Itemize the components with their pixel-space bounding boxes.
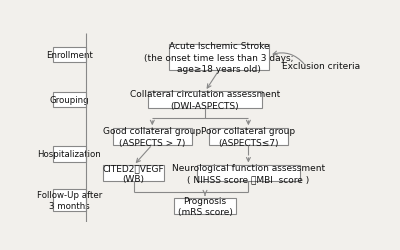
FancyBboxPatch shape — [53, 189, 86, 212]
FancyBboxPatch shape — [53, 47, 86, 63]
FancyBboxPatch shape — [168, 45, 269, 71]
Text: Neurological function assessment
( NIHSS score 、MBI  score ): Neurological function assessment ( NIHSS… — [172, 163, 325, 184]
FancyBboxPatch shape — [174, 198, 236, 214]
Text: Follow-Up after
3 months: Follow-Up after 3 months — [37, 190, 102, 210]
Text: Poor collateral group
(ASPECTS≤7): Poor collateral group (ASPECTS≤7) — [201, 127, 296, 147]
Text: Exclusion criteria: Exclusion criteria — [282, 62, 360, 71]
Text: Collateral circulation assessment
(DWI-ASPECTS): Collateral circulation assessment (DWI-A… — [130, 90, 280, 110]
FancyBboxPatch shape — [197, 166, 300, 181]
Text: Grouping: Grouping — [50, 96, 89, 105]
Text: Good collateral group
(ASPECTS > 7): Good collateral group (ASPECTS > 7) — [103, 127, 201, 147]
Text: Prognosis
(mRS score): Prognosis (mRS score) — [178, 196, 232, 216]
Text: Enrollment: Enrollment — [46, 50, 93, 59]
FancyBboxPatch shape — [53, 146, 86, 162]
Text: Hospitalization: Hospitalization — [38, 150, 101, 159]
FancyBboxPatch shape — [53, 92, 86, 108]
FancyBboxPatch shape — [148, 92, 262, 108]
Text: Acute Ischemic Stroke
(the onset time less than 3 days;
age≥18 years old): Acute Ischemic Stroke (the onset time le… — [144, 42, 294, 74]
Text: CITED2、VEGF
(WB): CITED2、VEGF (WB) — [103, 163, 164, 184]
FancyBboxPatch shape — [104, 166, 164, 181]
FancyBboxPatch shape — [209, 129, 288, 145]
FancyBboxPatch shape — [113, 129, 192, 145]
